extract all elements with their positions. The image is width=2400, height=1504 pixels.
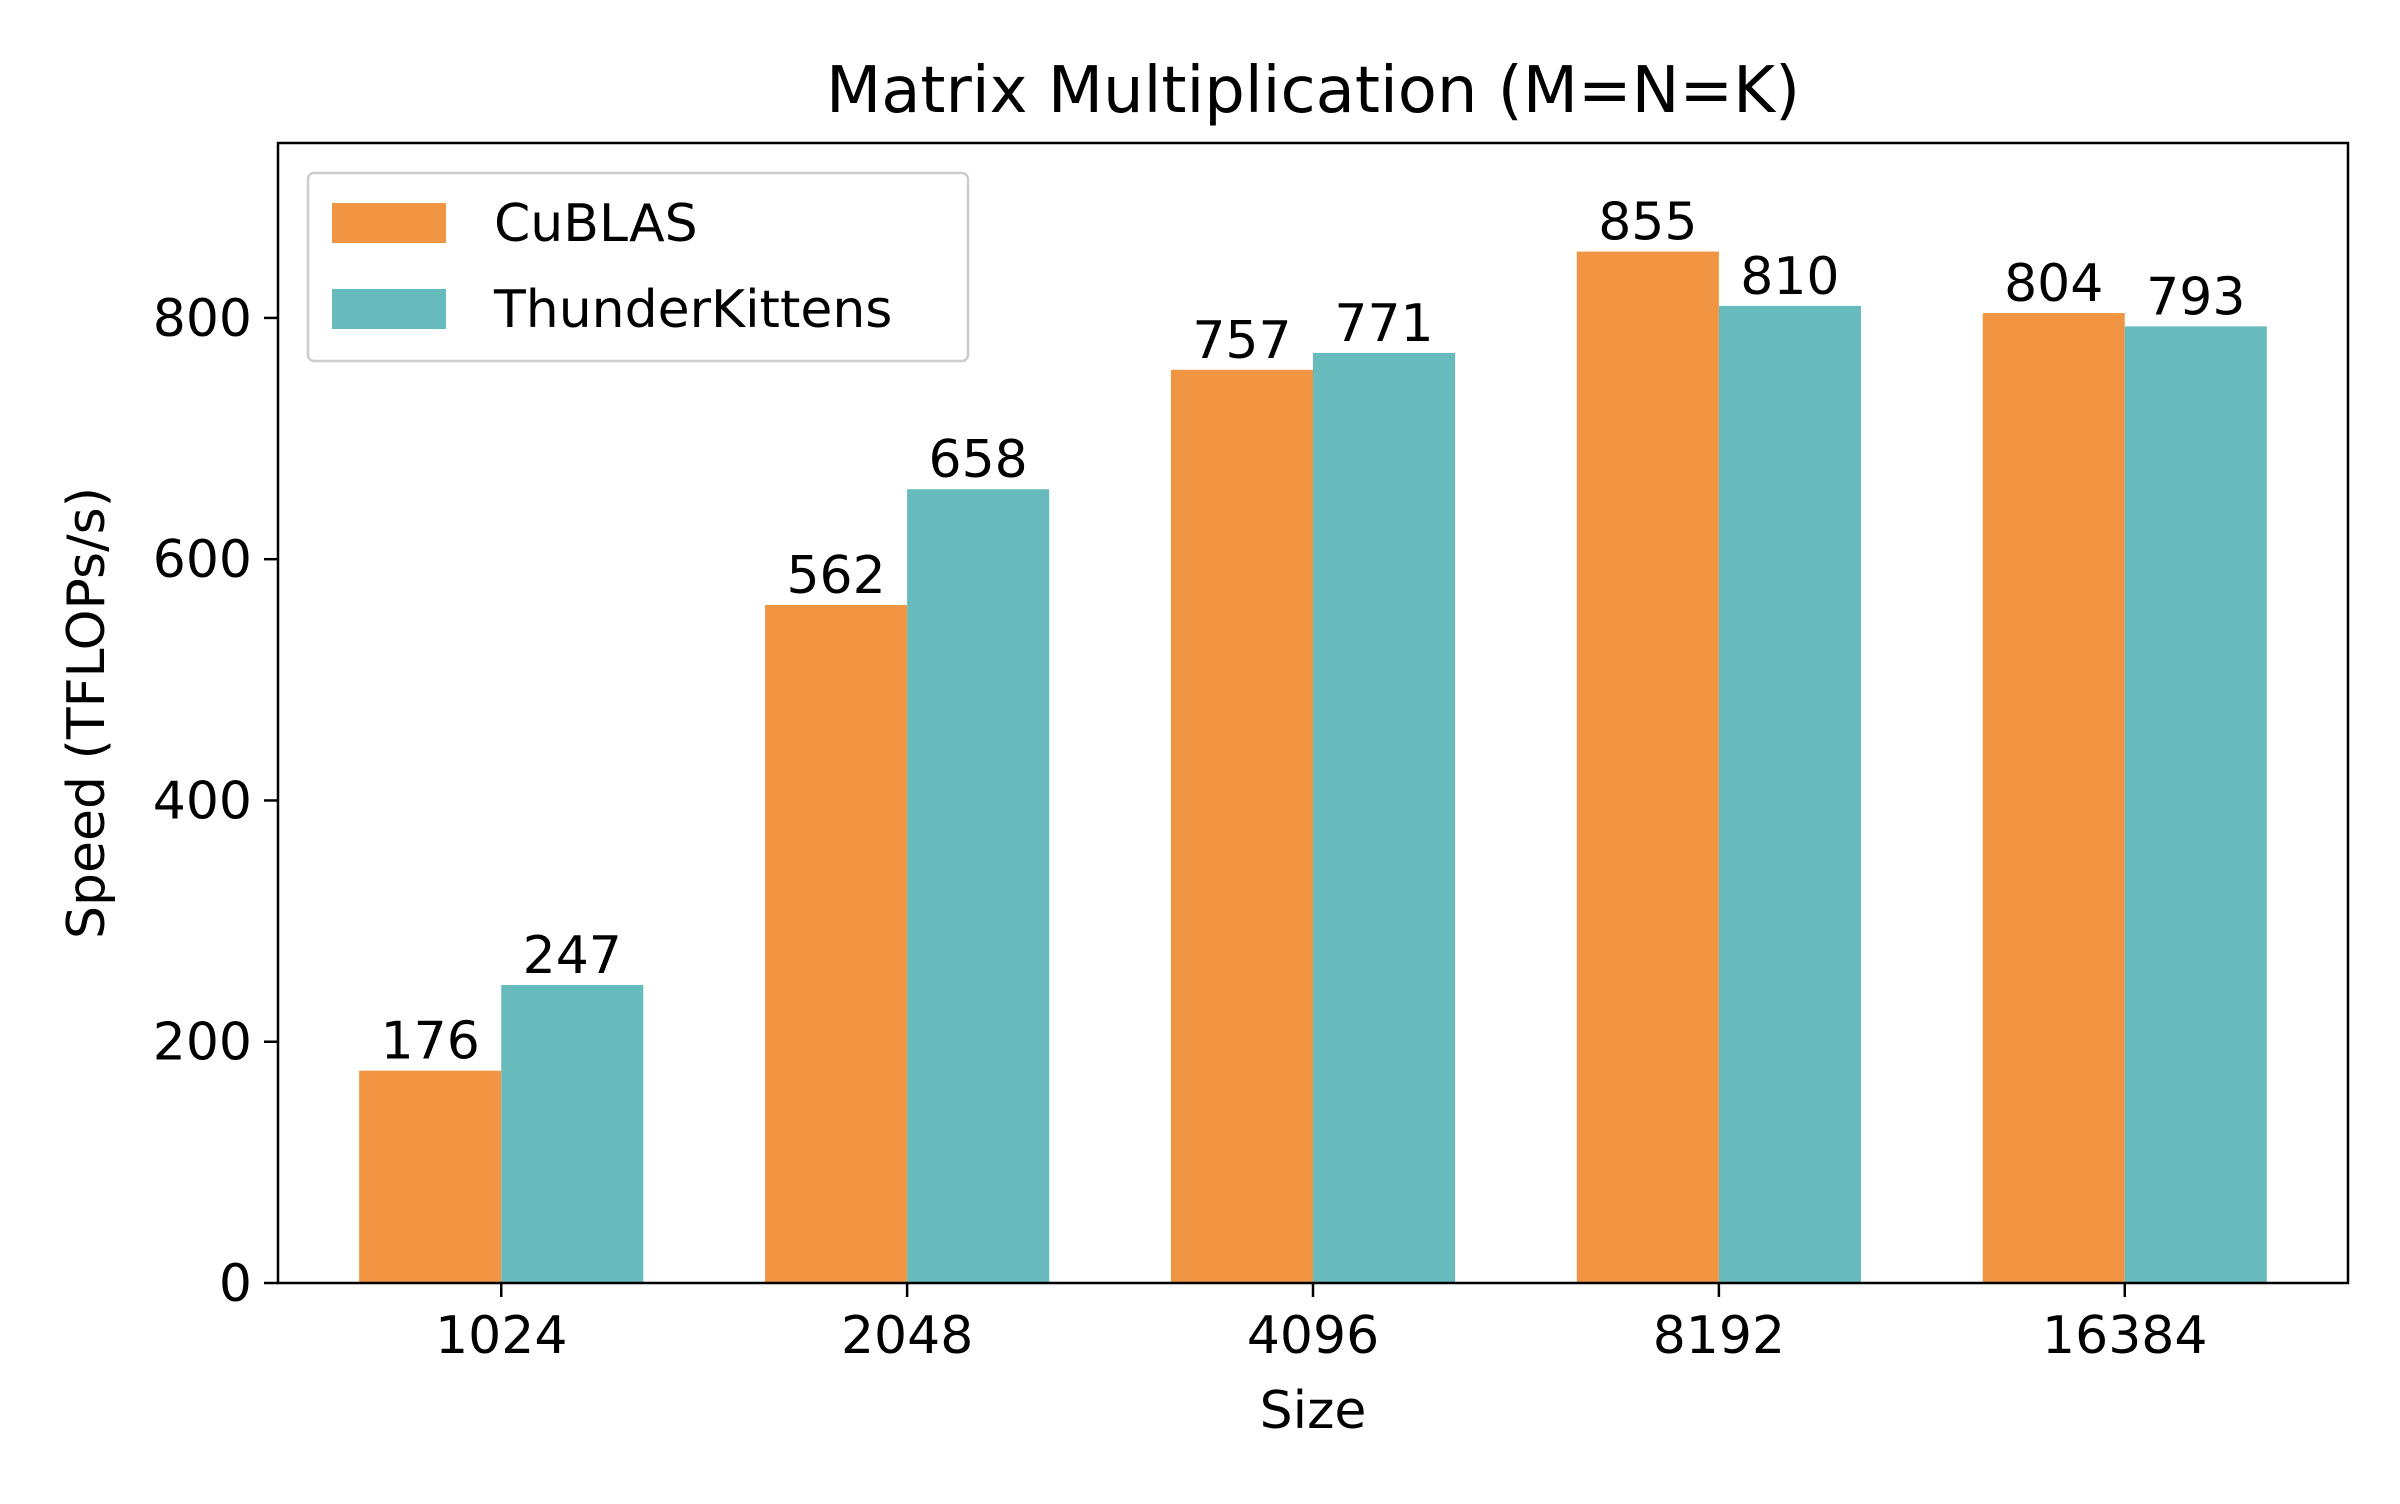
x-tick-label-4096: 4096	[1247, 1306, 1379, 1366]
data-label-thunderkittens-8192: 810	[1740, 247, 1839, 307]
y-tick-label-600: 600	[153, 530, 252, 590]
data-label-cublas-1024: 176	[381, 1012, 480, 1072]
y-tick-label-200: 200	[153, 1013, 252, 1073]
data-label-cublas-4096: 757	[1192, 311, 1291, 371]
legend: CuBLAS ThunderKittens	[306, 171, 970, 363]
bar-cublas-8192	[1576, 251, 1719, 1284]
legend-label-thunderkittens: ThunderKittens	[493, 280, 892, 340]
x-tick-label-2048: 2048	[841, 1306, 973, 1366]
legend-label-cublas: CuBLAS	[494, 194, 698, 254]
bar-thunderkittens-16384	[2124, 326, 2267, 1283]
chart-title: Matrix Multiplication (M=N=K)	[826, 54, 1800, 128]
bar-thunderkittens-4096	[1313, 352, 1456, 1283]
bar-thunderkittens-2048	[907, 489, 1050, 1283]
y-tick-label-800: 800	[153, 289, 252, 349]
data-label-cublas-2048: 562	[786, 546, 885, 606]
data-label-thunderkittens-16384: 793	[2146, 267, 2245, 327]
bar-cublas-16384	[1982, 313, 2125, 1284]
bars-layer	[359, 251, 2267, 1284]
data-label-thunderkittens-1024: 247	[523, 926, 622, 986]
y-tick-label-0: 0	[219, 1254, 252, 1314]
data-label-thunderkittens-2048: 658	[929, 430, 1028, 490]
x-tick-label-1024: 1024	[435, 1306, 567, 1366]
x-tick-label-8192: 8192	[1653, 1306, 1785, 1366]
y-axis-label: Speed (TFLOPs/s)	[57, 487, 117, 939]
bar-cublas-1024	[359, 1070, 502, 1283]
bar-thunderkittens-1024	[501, 985, 644, 1283]
data-labels-layer: 176 562 757 855 804 247 658 771 810 793	[381, 193, 2246, 1072]
x-axis-label: Size	[1260, 1381, 1367, 1441]
data-label-cublas-16384: 804	[2004, 254, 2103, 314]
legend-box	[306, 171, 970, 363]
bar-cublas-2048	[765, 605, 908, 1283]
y-tick-label-400: 400	[153, 771, 252, 831]
data-label-cublas-8192: 855	[1598, 193, 1697, 253]
bar-cublas-4096	[1170, 369, 1313, 1283]
legend-swatch-thunderkittens	[332, 289, 446, 329]
x-tick-label-16384: 16384	[2042, 1306, 2207, 1366]
axes-layer: 0 200 400 600 800 1024 2048 4096 8192 16384	[153, 141, 2350, 1366]
data-label-thunderkittens-4096: 771	[1334, 294, 1433, 354]
legend-swatch-cublas	[332, 203, 446, 243]
bar-thunderkittens-8192	[1718, 305, 1861, 1283]
